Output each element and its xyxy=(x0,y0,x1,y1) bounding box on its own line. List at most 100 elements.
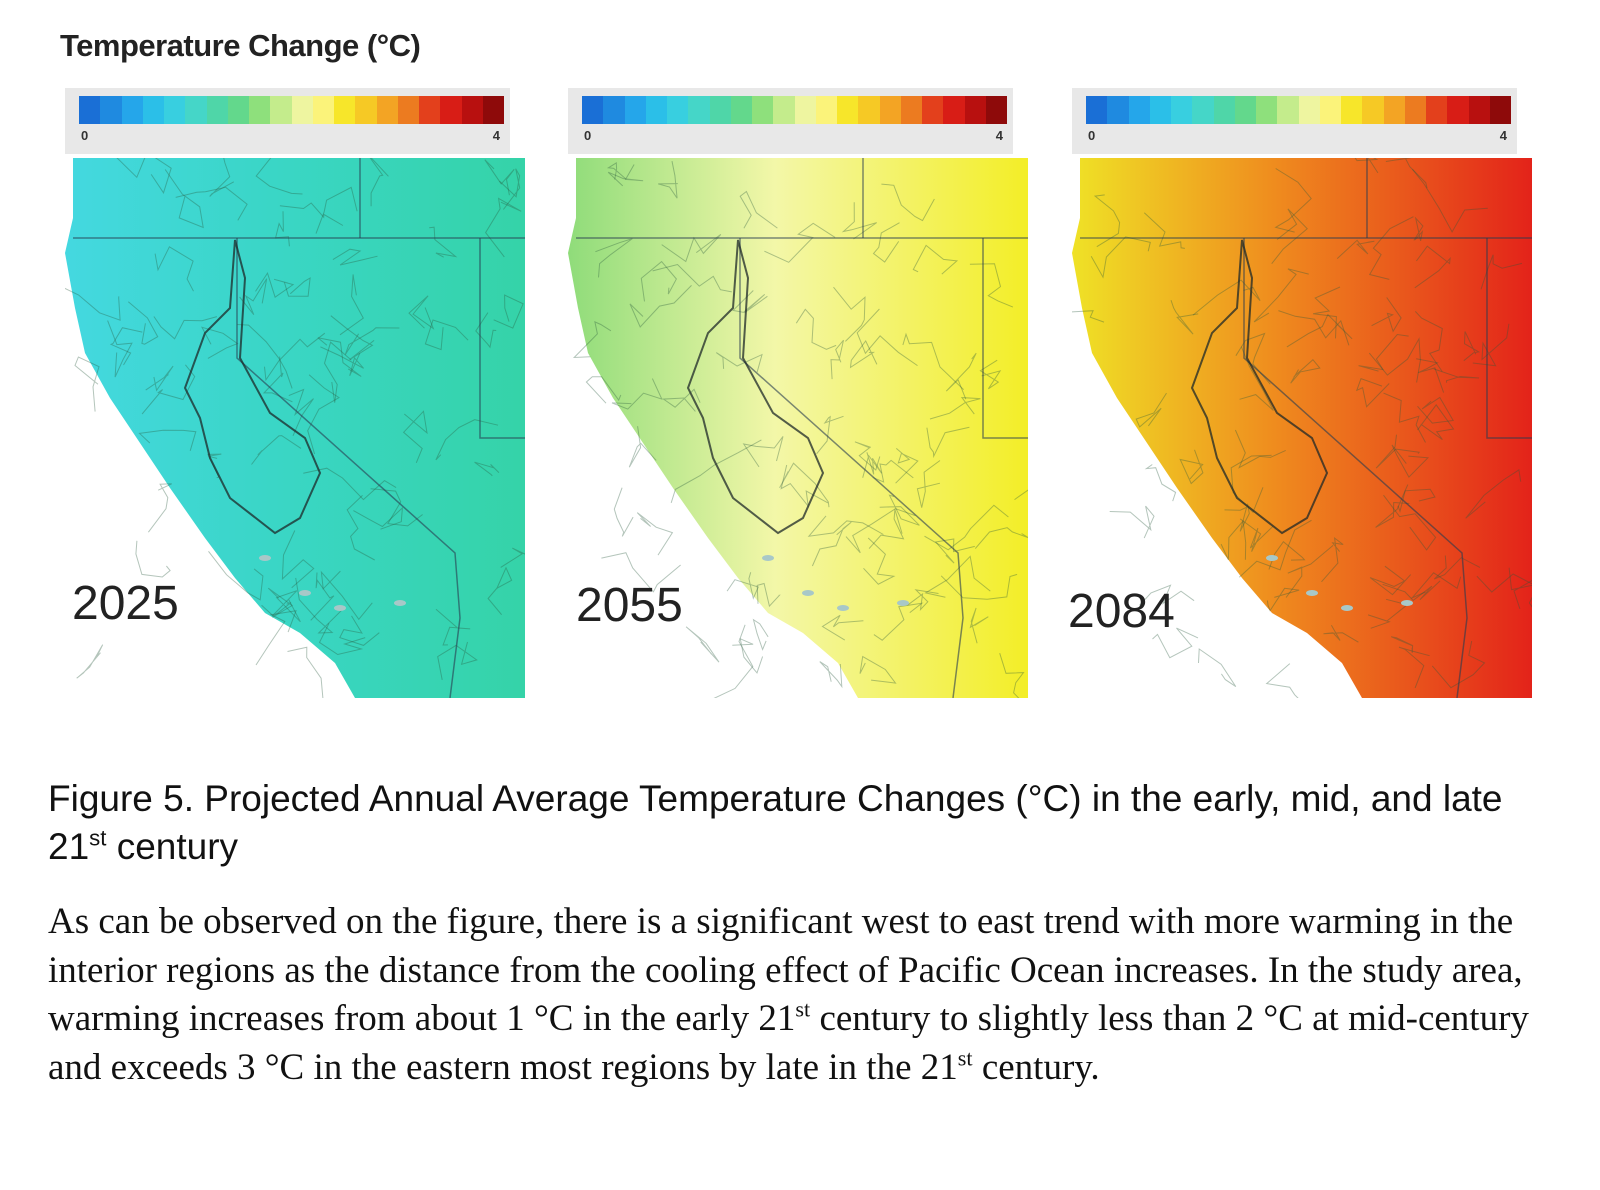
colorbar-swatch xyxy=(1107,96,1129,124)
caption-text: Figure 5. Projected Annual Average Tempe… xyxy=(48,778,1503,867)
island xyxy=(837,605,849,611)
colorbar-swatch xyxy=(142,96,164,124)
state-borders xyxy=(576,158,1028,698)
colorbar-swatch xyxy=(667,96,689,124)
temperature-map xyxy=(65,158,525,698)
caption-text-end: century xyxy=(106,826,239,867)
island xyxy=(1341,605,1353,611)
colorbar-swatch xyxy=(397,96,419,124)
body-text-part3: century. xyxy=(972,1046,1100,1088)
colorbar-swatch xyxy=(1213,96,1235,124)
colorbar-swatch xyxy=(1468,96,1490,124)
colorbar-swatch xyxy=(100,96,122,124)
colorbar-swatch xyxy=(1319,96,1341,124)
study-area-outline xyxy=(183,239,322,535)
colorbar-swatch xyxy=(1341,96,1363,124)
colorbar-swatch xyxy=(206,96,228,124)
watershed-boundaries xyxy=(65,158,525,698)
map-panel-2084: 0 4 2084 xyxy=(1068,88,1532,698)
land-area xyxy=(1072,158,1532,698)
temperature-map xyxy=(568,158,1028,698)
study-area-outline xyxy=(1190,239,1329,535)
colorbar-swatch xyxy=(419,96,441,124)
colorbar-swatch xyxy=(582,96,604,124)
legend-title: Temperature Change (°C) xyxy=(60,28,421,63)
colorbar-swatch xyxy=(773,96,795,124)
colorbar-swatch xyxy=(985,96,1007,124)
year-label: 2084 xyxy=(1068,585,1175,638)
colorbar-swatch xyxy=(900,96,922,124)
island xyxy=(334,605,346,611)
colorbar-scale xyxy=(582,96,1007,124)
study-area-outline xyxy=(686,239,825,535)
watershed-boundaries xyxy=(1072,158,1532,698)
colorbar-swatch xyxy=(1447,96,1469,124)
colorbar: 0 4 xyxy=(1072,88,1517,154)
body-text-part1: As can be observed on the figure, there … xyxy=(48,901,1523,1039)
colorbar-max-label: 4 xyxy=(995,128,1003,143)
state-borders xyxy=(1080,158,1532,698)
colorbar-swatch xyxy=(312,96,334,124)
colorbar-swatch xyxy=(355,96,377,124)
colorbar-min-label: 0 xyxy=(81,128,89,143)
colorbar-swatch xyxy=(79,96,101,124)
colorbar-swatch xyxy=(603,96,625,124)
colorbar-swatch xyxy=(837,96,859,124)
island xyxy=(1401,600,1413,606)
colorbar-swatch xyxy=(922,96,944,124)
colorbar-swatch xyxy=(709,96,731,124)
colorbar-swatch xyxy=(1383,96,1405,124)
colorbar-swatch xyxy=(1426,96,1448,124)
colorbar-swatch xyxy=(624,96,646,124)
colorbar-swatch xyxy=(1277,96,1299,124)
colorbar-swatch xyxy=(440,96,462,124)
colorbar-min-label: 0 xyxy=(1088,128,1096,143)
colorbar-swatch xyxy=(164,96,186,124)
colorbar-swatch xyxy=(1404,96,1426,124)
colorbar-swatch xyxy=(645,96,667,124)
colorbar-swatch xyxy=(1256,96,1278,124)
colorbar-swatch xyxy=(730,96,752,124)
colorbar-swatch xyxy=(1362,96,1384,124)
colorbar-swatch xyxy=(1128,96,1150,124)
body-paragraph: As can be observed on the figure, there … xyxy=(48,898,1558,1092)
body-superscript-1: st xyxy=(795,996,811,1022)
colorbar-max-label: 4 xyxy=(1499,128,1507,143)
colorbar-swatch xyxy=(1489,96,1511,124)
colorbar-swatch xyxy=(1086,96,1108,124)
colorbar-swatch xyxy=(291,96,313,124)
colorbar-scale xyxy=(1086,96,1511,124)
colorbar-swatch xyxy=(879,96,901,124)
colorbar-swatch xyxy=(964,96,986,124)
year-label: 2055 xyxy=(576,579,683,632)
colorbar-max-label: 4 xyxy=(492,128,500,143)
island xyxy=(1306,590,1318,596)
colorbar: 0 4 xyxy=(65,88,510,154)
map-panel-2025: 0 4 2025 xyxy=(65,88,525,698)
colorbar-swatch xyxy=(227,96,249,124)
colorbar-swatch xyxy=(270,96,292,124)
island xyxy=(259,555,271,561)
colorbar-swatch xyxy=(1171,96,1193,124)
colorbar-swatch xyxy=(334,96,356,124)
year-label: 2025 xyxy=(72,577,179,630)
colorbar-swatch xyxy=(1192,96,1214,124)
colorbar-swatch xyxy=(752,96,774,124)
land-area xyxy=(65,158,525,698)
colorbar-swatch xyxy=(688,96,710,124)
colorbar-min-label: 0 xyxy=(584,128,592,143)
island xyxy=(762,555,774,561)
island xyxy=(1266,555,1278,561)
colorbar-swatch xyxy=(185,96,207,124)
island xyxy=(299,590,311,596)
figure-caption: Figure 5. Projected Annual Average Tempe… xyxy=(48,775,1548,871)
colorbar-swatch xyxy=(376,96,398,124)
body-superscript-2: st xyxy=(957,1045,973,1071)
land-area xyxy=(568,158,1028,698)
island xyxy=(802,590,814,596)
state-borders xyxy=(73,158,525,698)
colorbar-swatch xyxy=(1234,96,1256,124)
colorbar-swatch xyxy=(1298,96,1320,124)
temperature-map xyxy=(1072,158,1532,698)
colorbar-swatch xyxy=(121,96,143,124)
